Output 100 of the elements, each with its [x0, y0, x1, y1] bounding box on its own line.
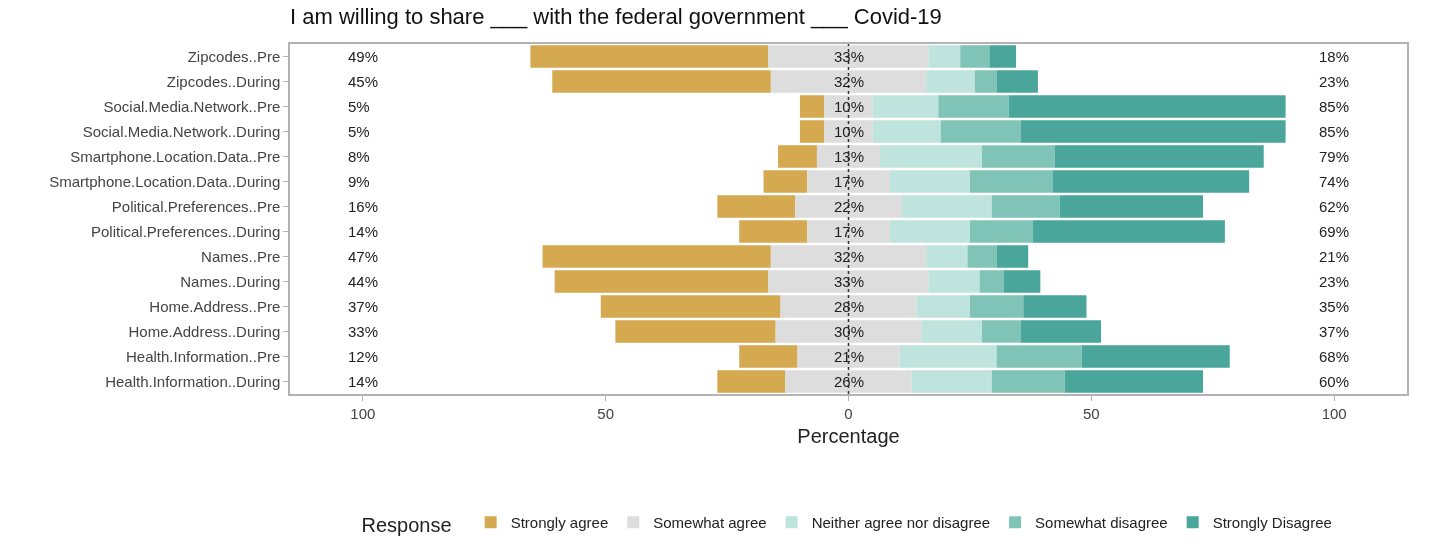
- bar: [1003, 270, 1041, 293]
- annotation: 5%: [348, 98, 370, 115]
- bar: [991, 195, 1060, 218]
- bar: [960, 45, 990, 68]
- bar: [542, 245, 771, 268]
- bar: [969, 170, 1053, 193]
- bar: [1064, 370, 1204, 393]
- y-tick-label: Home.Address..During: [128, 322, 281, 340]
- bar: [1008, 95, 1286, 118]
- y-tick-label: Health.Information..During: [105, 372, 281, 390]
- bar: [763, 170, 808, 193]
- x-tick-label: 50: [1082, 404, 1100, 422]
- bar: [938, 95, 1009, 118]
- bar: [797, 345, 900, 368]
- data-label: 26%: [834, 373, 865, 390]
- bar: [1081, 345, 1230, 368]
- annotation: 49%: [348, 48, 379, 65]
- data-label: 17%: [834, 223, 865, 240]
- bar: [996, 70, 1038, 93]
- annotation: 5%: [348, 123, 370, 140]
- x-tick-label: 100: [350, 404, 376, 422]
- bar: [967, 245, 997, 268]
- bar: [991, 370, 1065, 393]
- bar: [717, 370, 786, 393]
- x-tick-label: 50: [597, 404, 615, 422]
- bar: [739, 345, 798, 368]
- legend-label: Neither agree nor disagree: [811, 514, 991, 532]
- legend-title: Response: [361, 514, 463, 536]
- bar: [739, 220, 808, 243]
- annotation: 85%: [1319, 123, 1350, 140]
- bar: [996, 345, 1082, 368]
- y-tick-label: Political.Preferences..Pre: [111, 197, 281, 215]
- annotation: 68%: [1319, 348, 1350, 365]
- legend-label: Strongly Disagree: [1212, 514, 1332, 532]
- bar: [926, 245, 968, 268]
- bar: [1052, 170, 1250, 193]
- annotation: 45%: [348, 73, 379, 90]
- bar: [979, 270, 1004, 293]
- bar: [982, 145, 1055, 168]
- bar: [1059, 195, 1204, 218]
- annotation: 85%: [1319, 98, 1350, 115]
- bar: [889, 170, 970, 193]
- y-tick-label: Names..During: [180, 272, 281, 290]
- bar: [1020, 120, 1286, 143]
- bar: [1033, 220, 1225, 243]
- annotation: 14%: [348, 373, 379, 390]
- bar: [982, 320, 1021, 343]
- bar: [926, 70, 975, 93]
- bar: [770, 70, 927, 93]
- annotation: 14%: [348, 223, 379, 240]
- annotation: 74%: [1319, 173, 1350, 190]
- data-label: 10%: [834, 123, 865, 140]
- bar: [872, 95, 939, 118]
- annotation: 16%: [348, 198, 379, 215]
- data-label: 22%: [834, 198, 865, 215]
- y-tick-label: Health.Information..Pre: [126, 347, 281, 365]
- bar: [807, 220, 890, 243]
- annotation: 69%: [1319, 223, 1350, 240]
- bar: [921, 320, 983, 343]
- bar: [1054, 145, 1264, 168]
- y-tick-label: Zipcodes..Pre: [187, 47, 281, 65]
- bar: [974, 70, 997, 93]
- annotation: 18%: [1319, 48, 1350, 65]
- bar: [916, 295, 970, 318]
- bar: [1020, 320, 1102, 343]
- y-tick-label: Smartphone.Location.Data..During: [49, 172, 281, 190]
- legend-label: Somewhat disagree: [1035, 514, 1168, 532]
- x-tick-label: 0: [844, 404, 853, 422]
- annotation: 8%: [348, 148, 370, 165]
- bar: [554, 270, 769, 293]
- bar: [530, 45, 769, 68]
- annotation: 12%: [348, 348, 379, 365]
- annotation: 47%: [348, 248, 379, 265]
- y-tick-label: Social.Media.Network..Pre: [103, 97, 281, 115]
- data-label: 21%: [834, 348, 865, 365]
- bar: [901, 195, 992, 218]
- annotation: 23%: [1319, 273, 1350, 290]
- y-tick-label: Zipcodes..During: [166, 72, 281, 90]
- annotation: 33%: [348, 323, 379, 340]
- annotation: 62%: [1319, 198, 1350, 215]
- annotation: 60%: [1319, 373, 1350, 390]
- x-axis-title: Percentage: [797, 424, 900, 447]
- bar: [969, 295, 1024, 318]
- data-label: 28%: [834, 298, 865, 315]
- data-label: 17%: [834, 173, 865, 190]
- annotation: 23%: [1319, 73, 1350, 90]
- bar: [911, 370, 992, 393]
- bar: [775, 320, 922, 343]
- data-label: 10%: [834, 98, 865, 115]
- bar: [899, 345, 997, 368]
- bar: [717, 195, 796, 218]
- annotation: 44%: [348, 273, 379, 290]
- bar: [770, 245, 927, 268]
- x-tick-label: 100: [1321, 404, 1347, 422]
- bar: [940, 120, 1021, 143]
- annotation: 21%: [1319, 248, 1350, 265]
- bar: [880, 145, 983, 168]
- data-label: 30%: [834, 323, 865, 340]
- bar: [778, 145, 817, 168]
- bar: [552, 70, 771, 93]
